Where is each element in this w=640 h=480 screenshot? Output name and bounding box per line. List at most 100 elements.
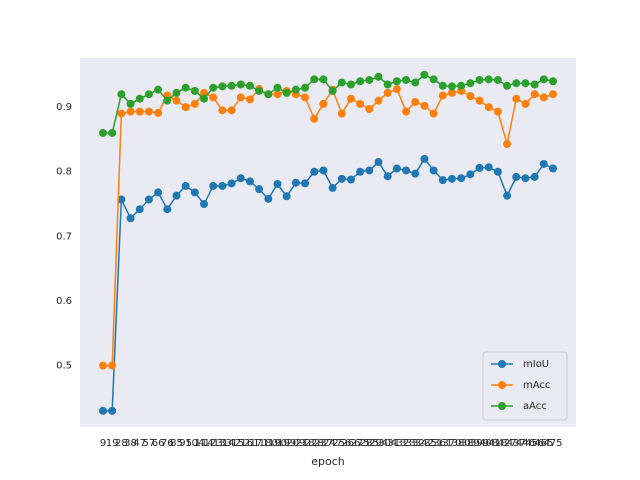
y-tick-label: 0.7 xyxy=(56,231,72,242)
legend-label: mIoU xyxy=(523,359,549,370)
data-point xyxy=(209,83,218,92)
data-point xyxy=(190,99,199,108)
x-tick-label: 19 xyxy=(106,438,119,449)
data-point xyxy=(319,99,328,108)
data-point xyxy=(466,170,475,179)
legend-marker xyxy=(498,381,506,389)
x-tick-label: 427 xyxy=(498,438,517,449)
x-tick-label: 104 xyxy=(185,438,204,449)
y-tick-label: 0.5 xyxy=(56,361,72,372)
data-point xyxy=(310,75,319,84)
data-point xyxy=(255,185,264,194)
x-tick-label: 180 xyxy=(259,438,278,449)
data-point xyxy=(117,90,126,99)
data-point xyxy=(126,107,135,116)
data-point xyxy=(429,109,438,118)
x-tick-label: 313 xyxy=(387,438,406,449)
x-tick-label: 351 xyxy=(424,438,443,449)
data-point xyxy=(411,97,420,106)
data-point xyxy=(135,205,144,214)
data-point xyxy=(392,77,401,86)
data-point xyxy=(374,158,383,167)
data-point xyxy=(227,81,236,90)
data-point xyxy=(328,86,337,95)
data-point xyxy=(99,361,107,370)
legend-marker xyxy=(498,360,506,368)
data-point xyxy=(402,75,411,84)
data-point xyxy=(392,164,401,173)
data-point xyxy=(218,82,227,91)
data-point xyxy=(108,361,117,370)
data-point xyxy=(521,174,530,183)
x-tick-label: 114 xyxy=(194,438,213,449)
data-point xyxy=(154,85,163,94)
data-point xyxy=(374,72,383,81)
data-point xyxy=(549,77,557,86)
data-point xyxy=(319,75,328,84)
data-point xyxy=(365,75,374,84)
x-tick-label: 285 xyxy=(360,438,379,449)
x-tick-label: 123 xyxy=(204,438,223,449)
x-tick-label: 332 xyxy=(406,438,425,449)
data-point xyxy=(245,81,254,90)
data-point xyxy=(346,94,355,103)
data-point xyxy=(475,96,484,105)
x-tick-label: 266 xyxy=(341,438,360,449)
x-tick-label: 446 xyxy=(516,438,535,449)
data-point xyxy=(466,92,475,101)
data-point xyxy=(200,200,209,209)
y-tick-label: 0.8 xyxy=(56,167,72,178)
x-tick-label: 85 xyxy=(170,438,183,449)
data-point xyxy=(438,91,447,100)
x-tick-label: 237 xyxy=(314,438,333,449)
data-point xyxy=(117,195,126,204)
data-point xyxy=(108,128,117,137)
data-point xyxy=(227,106,236,115)
data-point xyxy=(181,83,190,92)
data-point xyxy=(291,85,300,94)
data-point xyxy=(255,86,264,95)
data-point xyxy=(383,172,392,181)
data-point xyxy=(264,194,273,203)
data-point xyxy=(163,96,172,105)
data-point xyxy=(190,86,199,95)
data-point xyxy=(549,164,557,173)
data-point xyxy=(420,70,429,79)
data-point xyxy=(493,75,502,84)
data-point xyxy=(539,93,548,102)
data-point xyxy=(172,191,181,200)
data-point xyxy=(337,174,346,183)
data-point xyxy=(429,75,438,84)
data-point xyxy=(457,81,466,90)
data-point xyxy=(200,94,209,103)
x-tick-label: 475 xyxy=(543,438,562,449)
data-point xyxy=(438,176,447,185)
legend-label: mAcc xyxy=(523,380,550,391)
data-point xyxy=(163,205,172,214)
data-point xyxy=(356,77,365,86)
data-point xyxy=(117,109,126,118)
legend: mIoU mAcc aAcc xyxy=(482,351,568,421)
data-point xyxy=(236,80,245,89)
data-point xyxy=(135,107,144,116)
data-point xyxy=(144,90,153,99)
x-tick-label: 161 xyxy=(240,438,259,449)
x-tick-label: 380 xyxy=(452,438,471,449)
data-point xyxy=(273,83,282,92)
data-point xyxy=(392,85,401,94)
data-point xyxy=(227,179,236,188)
data-point xyxy=(126,214,135,223)
data-point xyxy=(264,90,273,99)
data-point xyxy=(530,172,539,181)
x-axis-label: epoch xyxy=(311,455,345,468)
data-point xyxy=(493,167,502,176)
data-point xyxy=(512,172,521,181)
data-point xyxy=(99,128,107,137)
data-point xyxy=(356,99,365,108)
x-tick-label: 218 xyxy=(295,438,314,449)
data-point xyxy=(346,175,355,184)
x-tick-label: 142 xyxy=(222,438,241,449)
legend-label: aAcc xyxy=(523,401,547,412)
data-point xyxy=(374,96,383,105)
